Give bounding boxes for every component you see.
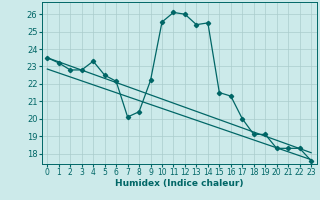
X-axis label: Humidex (Indice chaleur): Humidex (Indice chaleur) bbox=[115, 179, 244, 188]
